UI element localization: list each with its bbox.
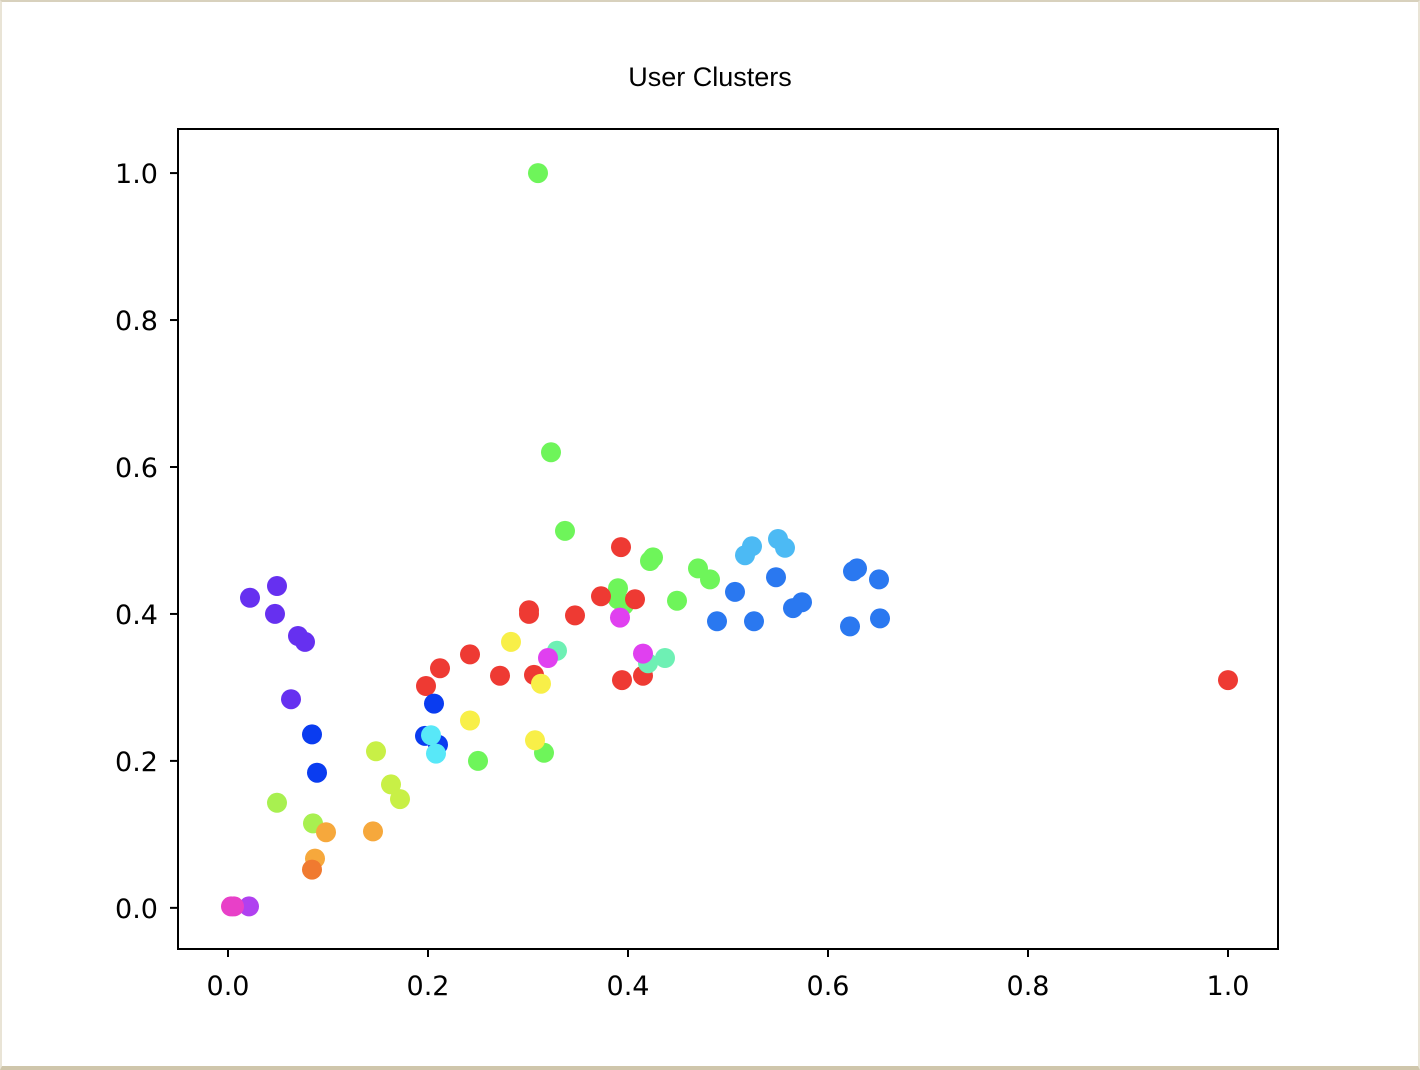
data-point [366,741,386,762]
data-point [390,789,410,810]
data-point [610,607,630,628]
data-point [612,670,632,691]
data-point [267,792,287,813]
data-point [840,616,860,637]
chart-title: User Clusters [628,62,792,92]
x-tick-label: 1.0 [1207,971,1250,1002]
data-point [775,537,795,558]
x-tick-label: 0.4 [607,971,650,1002]
data-point [224,896,244,917]
data-point [667,590,687,611]
data-point [525,730,545,751]
data-point [783,598,803,619]
data-point [295,631,315,652]
data-point [240,587,260,608]
x-tick-label: 0.8 [1007,971,1050,1002]
y-tick-label: 1.0 [115,159,158,190]
data-point [281,689,301,710]
y-tick-label: 0.8 [115,306,158,337]
data-point [239,896,259,917]
data-point [625,589,645,610]
data-point [424,693,444,714]
data-point [519,603,539,624]
x-tick-label: 0.2 [407,971,450,1002]
data-point [307,762,327,783]
data-point [501,631,521,652]
data-point [538,648,558,668]
data-point [611,537,631,558]
data-point [707,611,727,632]
data-point [421,725,441,746]
data-point [869,569,889,590]
data-point [426,743,446,764]
data-point [1218,670,1238,691]
data-point [725,581,745,602]
data-point [843,561,863,582]
data-point [302,724,322,745]
y-tick-label: 0.4 [115,600,158,631]
data-point [363,821,383,842]
data-point [640,551,660,571]
data-point [591,586,611,607]
data-point [531,673,551,694]
x-tick-label: 0.0 [207,971,250,1002]
x-tick-label: 0.6 [807,971,850,1002]
data-point [528,163,548,184]
data-point [416,676,436,696]
data-point [267,576,287,596]
data-point [870,608,890,629]
data-point [565,605,585,626]
data-point [468,750,488,771]
y-tick-label: 0.6 [115,453,158,484]
y-tick-label: 0.0 [115,894,158,925]
data-point [744,611,764,632]
data-point [541,442,561,463]
data-point [302,859,322,880]
data-point [735,545,755,566]
data-point [700,569,720,590]
data-point [265,603,285,624]
data-point [490,665,510,686]
data-point [381,774,401,795]
data-point [460,644,480,665]
data-point [555,520,575,541]
data-point [766,567,786,588]
y-tick-label: 0.2 [115,747,158,778]
plot-area-border [177,128,1279,950]
data-point [633,643,653,664]
data-point [655,648,675,668]
data-point [316,822,336,843]
data-point [460,710,480,731]
data-point [430,658,450,679]
